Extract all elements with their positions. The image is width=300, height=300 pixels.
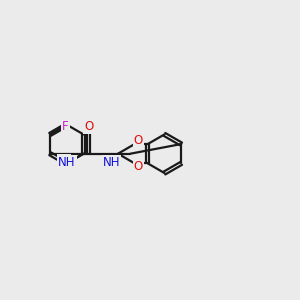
Text: O: O <box>134 134 143 147</box>
Text: NH: NH <box>58 155 76 169</box>
Text: F: F <box>62 120 69 133</box>
Text: O: O <box>134 160 143 173</box>
Text: NH: NH <box>103 155 120 169</box>
Text: O: O <box>84 121 93 134</box>
Text: Cl: Cl <box>58 154 70 168</box>
